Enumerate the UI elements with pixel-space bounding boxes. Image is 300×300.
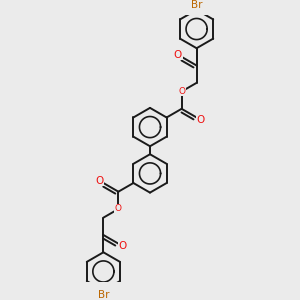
Text: O: O: [196, 115, 205, 125]
Text: Br: Br: [191, 0, 203, 10]
Text: O: O: [115, 205, 122, 214]
Text: Br: Br: [98, 290, 109, 300]
Text: O: O: [95, 176, 103, 186]
Text: O: O: [118, 241, 127, 251]
Text: O: O: [178, 87, 185, 96]
Text: O: O: [174, 50, 182, 60]
